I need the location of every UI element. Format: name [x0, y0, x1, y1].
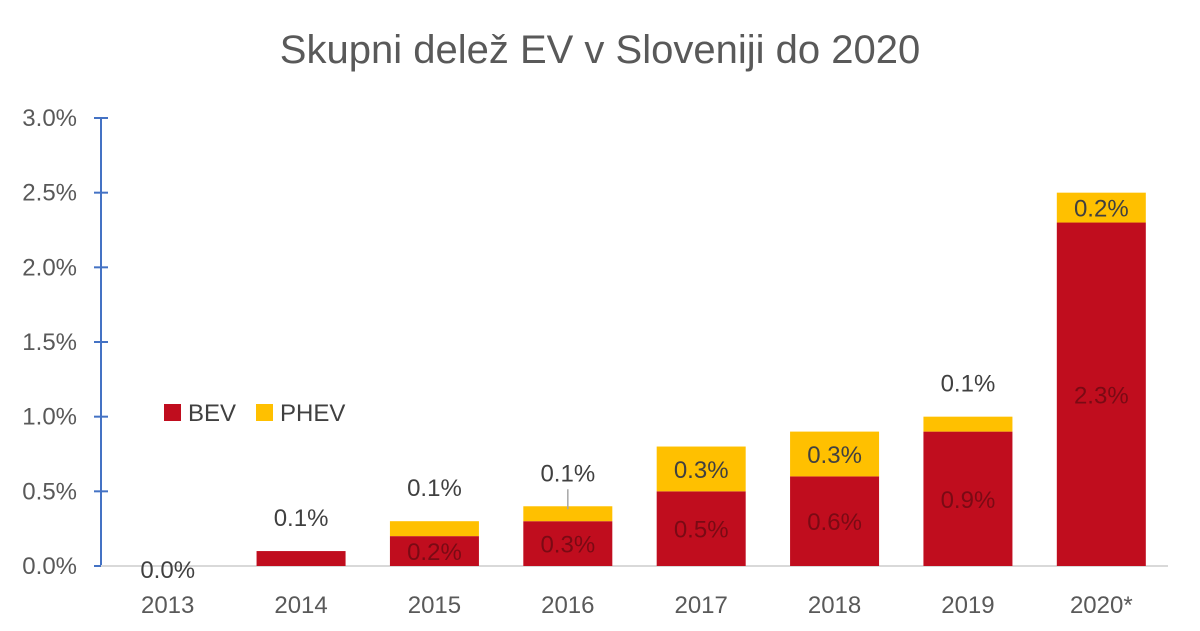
x-tick-label: 2017 — [674, 592, 727, 619]
data-label-phev: 0.1% — [941, 371, 996, 398]
data-label-bev: 0.9% — [941, 487, 996, 514]
bar-phev — [1056, 192, 1146, 223]
bar-bev — [656, 491, 746, 566]
bar-bev — [256, 551, 346, 566]
bar-bev — [523, 521, 613, 566]
chart-title: Skupni delež EV v Sloveniji do 2020 — [280, 28, 920, 72]
bar-phev — [523, 506, 613, 522]
x-tick-label: 2016 — [541, 592, 594, 619]
y-tick-label: 1.0% — [22, 404, 77, 431]
y-tick-label: 0.0% — [22, 553, 77, 580]
data-labels: 0.0% 0.1% 0.2% 0.1% 0.3% 0.1% 0.5% 0.3% 0.6% 0.3%… — [140, 196, 1128, 584]
x-tick-label: 2013 — [141, 592, 194, 619]
data-label-bev: 0.0% — [140, 557, 195, 584]
bar-bev — [389, 536, 479, 566]
data-label-bev: 0.2% — [407, 539, 462, 566]
bar-bev — [923, 431, 1013, 566]
x-axis: 2013 2014 2015 2016 2017 2018 2019 2020* — [101, 565, 1168, 619]
y-tick-label: 0.5% — [22, 478, 77, 505]
legend-label-bev: BEV — [188, 400, 236, 427]
bar-phev — [389, 521, 479, 537]
data-label-phev: 0.3% — [807, 442, 862, 469]
bar-phev — [656, 446, 746, 492]
legend-swatch-phev — [256, 404, 273, 421]
y-axis: 0.0% 0.5% 1.0% 1.5% 2.0% 2.5% 3.0% — [22, 105, 108, 580]
x-tick-label: 2015 — [408, 592, 461, 619]
x-tick-label: 2018 — [808, 592, 861, 619]
y-tick-label: 3.0% — [22, 105, 77, 132]
data-label-bev: 2.3% — [1074, 382, 1129, 409]
data-label-bev: 0.1% — [274, 505, 329, 532]
data-label-phev: 0.1% — [540, 460, 595, 487]
data-label-phev: 0.2% — [1074, 196, 1129, 223]
bar-phev — [790, 431, 880, 477]
legend: BEV PHEV — [164, 400, 345, 427]
bar-bev — [790, 476, 880, 566]
data-label-bev: 0.6% — [807, 509, 862, 536]
legend-label-phev: PHEV — [280, 400, 345, 427]
bar-bev — [1056, 222, 1146, 567]
x-tick-label: 2020* — [1070, 592, 1133, 619]
y-tick-label: 2.5% — [22, 180, 77, 207]
data-label-phev: 0.3% — [674, 457, 729, 484]
data-label-bev: 0.3% — [540, 532, 595, 559]
bar-phev — [923, 416, 1013, 432]
data-label-phev: 0.1% — [407, 475, 462, 502]
x-tick-label: 2014 — [274, 592, 327, 619]
data-label-bev: 0.5% — [674, 517, 729, 544]
legend-swatch-bev — [164, 404, 181, 421]
bars — [256, 192, 1146, 567]
y-tick-label: 2.0% — [22, 254, 77, 281]
x-tick-label: 2019 — [941, 592, 994, 619]
y-tick-label: 1.5% — [22, 329, 77, 356]
